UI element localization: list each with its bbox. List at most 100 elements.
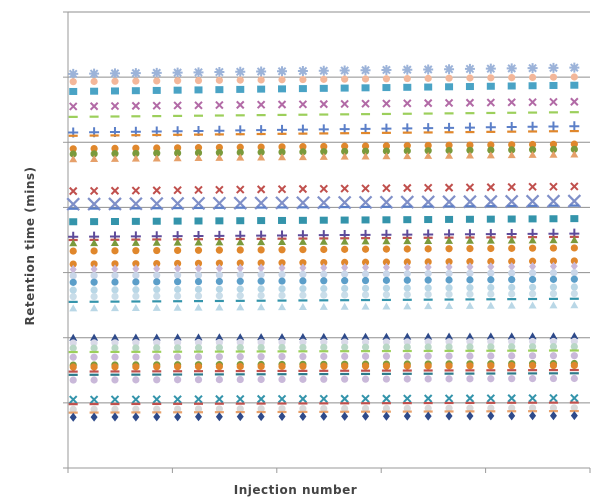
data-point: [508, 290, 516, 298]
data-point: [570, 150, 579, 158]
data-point: [194, 101, 203, 110]
data-point: [69, 353, 77, 361]
data-point: [132, 376, 140, 384]
data-point: [152, 217, 161, 225]
data-point: [445, 258, 453, 266]
data-point: [174, 412, 182, 422]
data-point: [215, 86, 224, 94]
data-point: [549, 269, 558, 277]
data-point: [278, 76, 286, 84]
data-point: [236, 277, 244, 285]
data-point: [549, 150, 558, 158]
data-point: [569, 121, 580, 132]
data-point: [528, 82, 537, 90]
data-point: [278, 405, 286, 413]
data-point: [236, 375, 244, 384]
data-point: [236, 76, 244, 84]
data-point: [570, 275, 578, 283]
data-point: [111, 363, 119, 371]
data-point: [508, 262, 516, 272]
data-point: [298, 216, 307, 224]
data-point: [487, 269, 495, 277]
data-point: [403, 290, 411, 299]
data-point: [69, 218, 78, 226]
data-point: [382, 302, 391, 310]
data-point: [194, 405, 203, 413]
data-point: [69, 286, 77, 294]
data-point: [528, 404, 537, 412]
data-point: [69, 272, 77, 280]
data-point: [507, 394, 516, 403]
data-point: [528, 146, 537, 154]
data-point: [403, 147, 411, 155]
data-point: [487, 375, 495, 383]
data-point: [382, 284, 391, 292]
data-point: [278, 237, 287, 245]
data-point: [257, 259, 265, 267]
data-point: [361, 291, 370, 299]
data-point: [173, 217, 182, 225]
data-point: [527, 121, 538, 132]
data-point: [570, 404, 578, 412]
data-point: [90, 87, 99, 95]
data-point: [111, 150, 119, 158]
data-point: [320, 411, 328, 421]
data-point: [215, 246, 223, 254]
data-point: [215, 100, 224, 110]
data-point: [486, 98, 496, 107]
data-point: [361, 258, 370, 266]
data-point: [69, 78, 77, 86]
data-point: [278, 353, 286, 361]
data-point: [278, 303, 287, 311]
data-point: [153, 259, 161, 268]
axes: [63, 11, 591, 473]
data-point: [466, 269, 474, 277]
data-point: [277, 66, 288, 77]
data-point: [341, 245, 349, 253]
data-point: [278, 375, 286, 384]
data-point: [111, 376, 119, 384]
data-point: [215, 285, 223, 293]
data-point: [69, 239, 78, 247]
data-point: [132, 264, 140, 274]
data-point: [236, 344, 244, 352]
data-point: [194, 376, 203, 384]
data-point: [257, 291, 265, 300]
data-point: [215, 217, 224, 225]
data-point: [444, 183, 454, 192]
data-point: [320, 263, 328, 273]
data-point: [465, 236, 474, 244]
data-point: [486, 332, 495, 340]
data-point: [570, 337, 578, 345]
data-point: [298, 153, 307, 161]
data-point: [508, 375, 516, 383]
data-point: [69, 264, 77, 274]
data-point: [570, 374, 578, 383]
data-point: [278, 343, 286, 352]
data-point: [257, 303, 266, 311]
data-point: [506, 63, 517, 74]
data-point: [194, 353, 203, 361]
data-point: [215, 376, 223, 384]
data-point: [361, 184, 370, 193]
data-point: [257, 271, 265, 279]
data-point: [299, 343, 307, 352]
data-point: [174, 376, 182, 384]
data-point: [320, 142, 328, 151]
data-point: [69, 155, 78, 163]
data-point: [507, 182, 516, 192]
data-point: [173, 333, 182, 341]
data-point: [90, 363, 98, 371]
data-point: [174, 259, 182, 268]
data-point: [257, 148, 265, 156]
data-point: [236, 246, 244, 254]
data-point: [132, 77, 140, 85]
data-point: [69, 405, 77, 413]
data-point: [173, 154, 182, 162]
data-point: [90, 292, 98, 301]
data-point: [90, 344, 98, 352]
data-point: [257, 85, 266, 93]
data-point: [570, 289, 578, 298]
data-point: [153, 405, 161, 413]
data-point: [215, 76, 223, 84]
